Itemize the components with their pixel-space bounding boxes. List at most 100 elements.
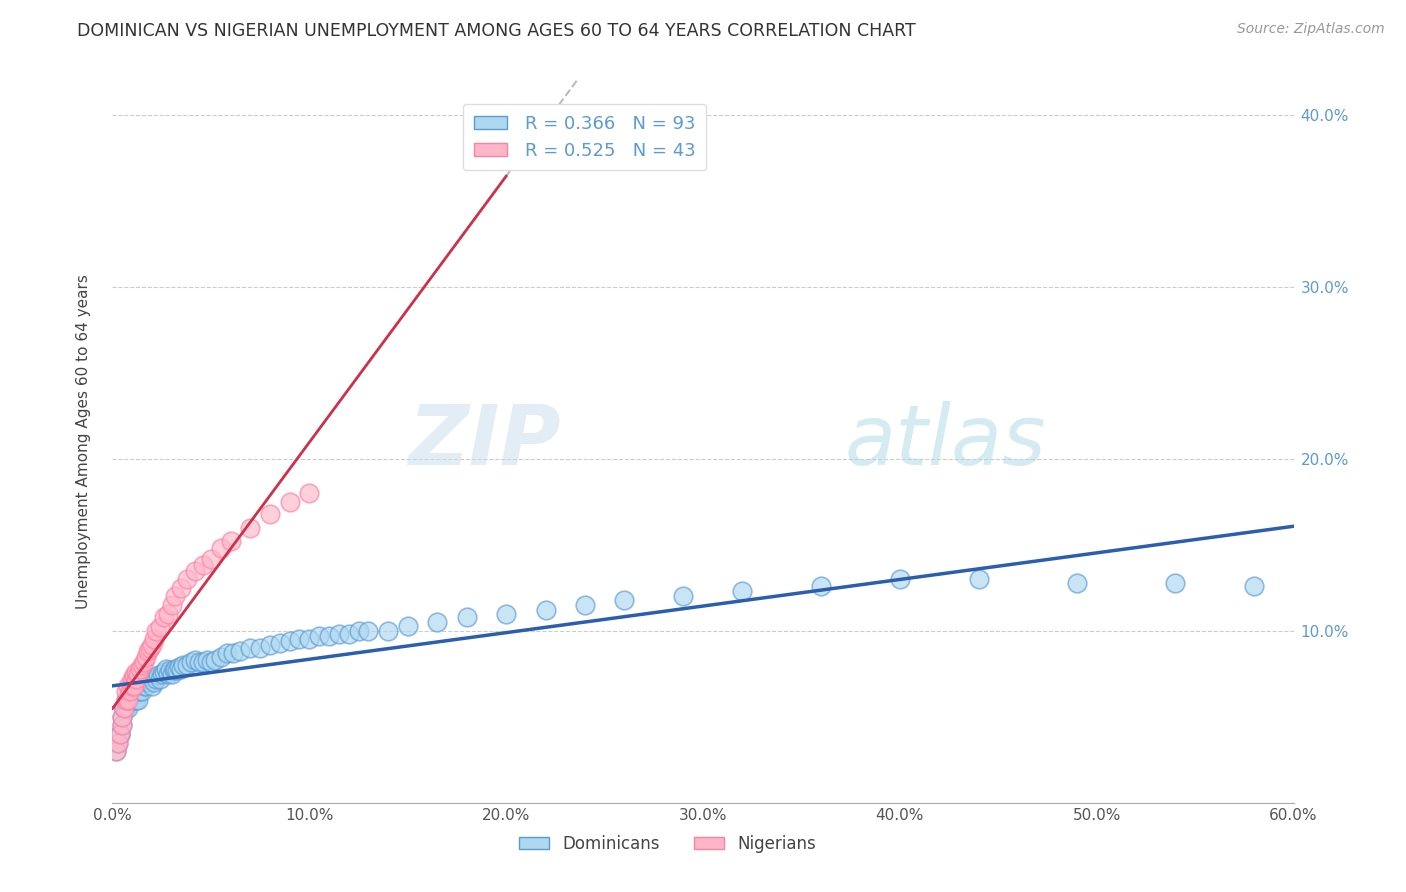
Point [278,634,301,648]
Point [125,692,148,706]
Point [215,646,238,660]
Point [209,649,232,664]
Legend: Dominicans, Nigerians: Dominicans, Nigerians [513,828,823,860]
Point [141,638,163,652]
Point [810,579,832,593]
Point [152,610,174,624]
Point [129,675,152,690]
Point [120,684,142,698]
Point [160,666,183,681]
Text: Source: ZipAtlas.com: Source: ZipAtlas.com [1237,22,1385,37]
Point [132,672,155,686]
Point [117,701,139,715]
Point [125,684,148,698]
Point [146,668,169,682]
Point [139,670,162,684]
Point [574,598,596,612]
Point [105,744,128,758]
Point [249,640,271,655]
Point [209,541,232,556]
Point [145,624,167,638]
Point [136,672,159,686]
Point [1243,579,1265,593]
Text: DOMINICAN VS NIGERIAN UNEMPLOYMENT AMONG AGES 60 TO 64 YEARS CORRELATION CHART: DOMINICAN VS NIGERIAN UNEMPLOYMENT AMONG… [77,22,917,40]
Point [534,603,557,617]
Point [672,590,695,604]
Point [139,640,162,655]
Point [184,564,207,578]
Point [117,679,139,693]
Point [136,644,159,658]
Point [288,632,311,647]
Point [112,701,135,715]
Point [111,710,134,724]
Point [162,664,184,678]
Point [132,679,155,693]
Point [122,679,145,693]
Point [396,618,419,632]
Point [121,675,143,690]
Point [111,718,134,732]
Point [117,692,139,706]
Point [127,684,149,698]
Point [204,653,226,667]
Point [122,684,145,698]
Point [967,572,990,586]
Text: atlas: atlas [845,401,1046,482]
Y-axis label: Unemployment Among Ages 60 to 64 years: Unemployment Among Ages 60 to 64 years [76,274,91,609]
Point [1164,575,1187,590]
Point [120,684,142,698]
Point [180,655,202,669]
Point [155,662,177,676]
Point [191,655,214,669]
Point [347,624,370,638]
Point [110,727,132,741]
Point [176,658,198,673]
Point [142,675,165,690]
Point [149,620,172,634]
Point [156,607,179,621]
Point [110,727,132,741]
Point [613,592,636,607]
Point [377,624,399,638]
Point [308,629,330,643]
Point [159,664,181,678]
Point [259,638,281,652]
Text: ZIP: ZIP [409,401,561,482]
Point [337,627,360,641]
Point [121,684,143,698]
Point [165,662,187,676]
Point [131,684,153,698]
Point [269,636,291,650]
Point [129,662,152,676]
Point [121,692,143,706]
Point [110,727,132,741]
Point [107,735,129,749]
Point [125,665,148,679]
Point [426,615,449,630]
Point [229,644,252,658]
Point [117,692,139,706]
Point [150,666,173,681]
Point [135,649,157,664]
Point [169,660,191,674]
Point [328,627,350,641]
Point [357,624,380,638]
Point [221,646,243,660]
Point [200,551,222,566]
Point [172,658,194,673]
Point [115,692,138,706]
Point [142,632,165,647]
Point [191,558,214,573]
Point [145,672,167,686]
Point [239,640,262,655]
Point [176,572,198,586]
Point [125,675,148,690]
Point [136,675,159,690]
Point [188,655,211,669]
Point [122,668,145,682]
Point [121,679,143,693]
Point [135,670,157,684]
Point [141,679,163,693]
Point [166,664,188,678]
